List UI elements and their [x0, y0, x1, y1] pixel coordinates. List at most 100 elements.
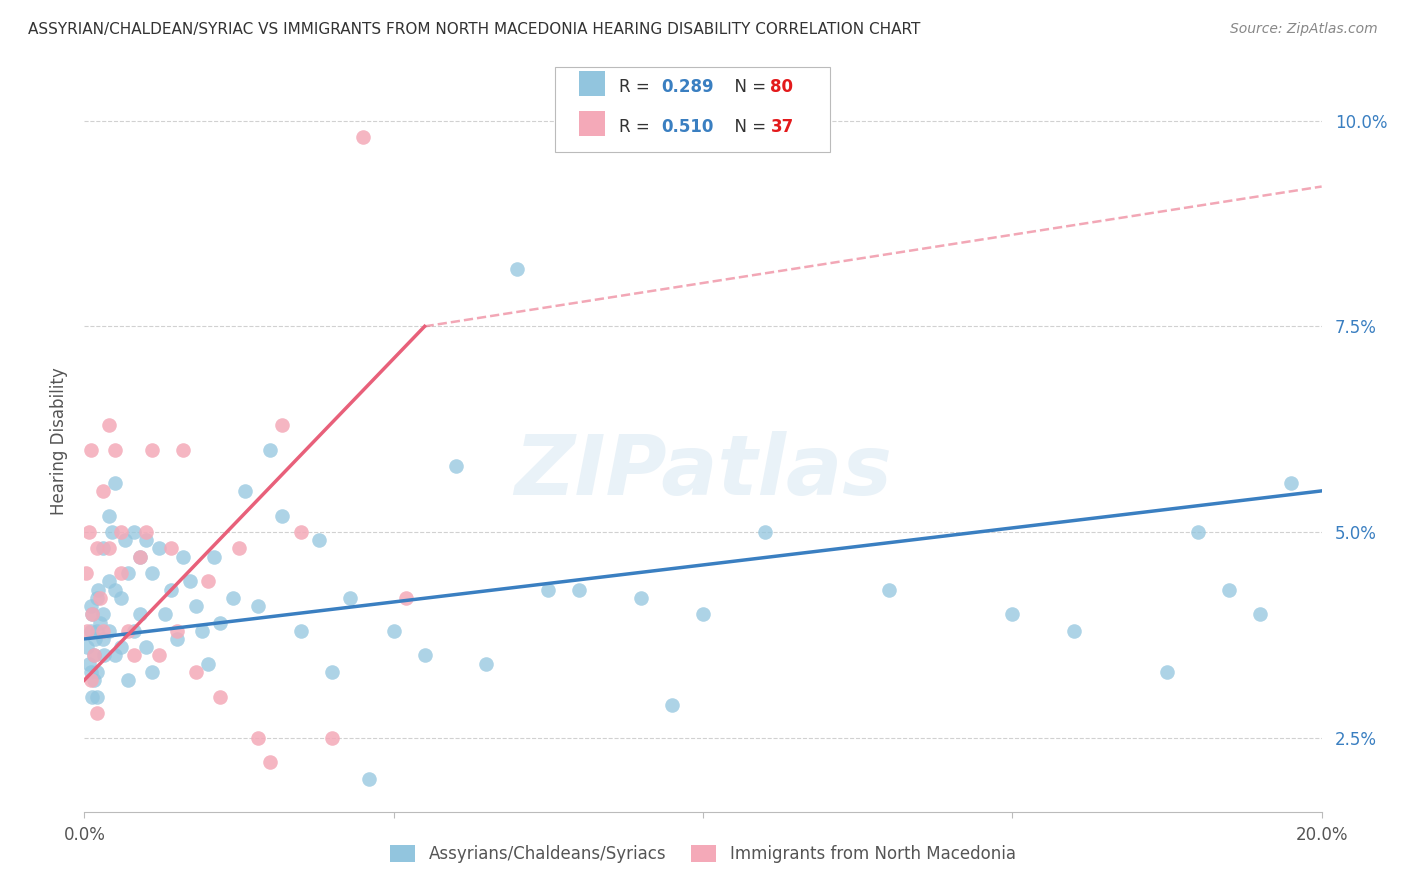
Point	[110, 524, 132, 539]
Point	[83, 648, 105, 663]
Point	[568, 582, 591, 597]
Point	[321, 731, 343, 745]
Point	[129, 549, 152, 564]
Point	[271, 418, 294, 433]
Point	[1279, 475, 1302, 490]
Point	[110, 591, 132, 605]
Point	[209, 690, 232, 704]
Text: 80: 80	[770, 78, 793, 95]
Point	[86, 706, 108, 720]
Point	[122, 524, 145, 539]
Point	[395, 591, 418, 605]
Point	[222, 591, 245, 605]
Point	[79, 665, 101, 679]
Point	[209, 615, 232, 630]
Text: 0.510: 0.510	[661, 118, 713, 136]
Point	[148, 648, 170, 663]
Point	[197, 657, 219, 671]
Point	[141, 665, 163, 679]
Point	[114, 533, 136, 548]
Point	[79, 599, 101, 613]
Point	[246, 599, 269, 613]
Point	[1249, 607, 1271, 622]
Point	[117, 624, 139, 638]
Text: N =: N =	[724, 78, 772, 95]
Point	[179, 574, 201, 589]
Point	[1218, 582, 1240, 597]
Point	[117, 673, 139, 687]
Point	[191, 624, 214, 638]
Point	[197, 574, 219, 589]
Point	[308, 533, 330, 548]
Point	[259, 756, 281, 770]
Point	[86, 591, 108, 605]
Point	[290, 624, 312, 638]
Point	[1063, 624, 1085, 638]
Point	[98, 418, 121, 433]
Point	[754, 524, 776, 539]
Point	[110, 640, 132, 655]
Point	[86, 541, 108, 556]
Point	[122, 624, 145, 638]
Point	[135, 524, 157, 539]
Point	[692, 607, 714, 622]
Point	[877, 582, 900, 597]
Point	[104, 648, 127, 663]
Point	[129, 607, 152, 622]
Point	[117, 566, 139, 581]
Point	[98, 574, 121, 589]
Text: 37: 37	[770, 118, 794, 136]
Point	[98, 624, 121, 638]
Point	[91, 541, 114, 556]
Text: R =: R =	[619, 118, 655, 136]
Point	[91, 632, 114, 646]
Point	[86, 624, 108, 638]
Point	[1187, 524, 1209, 539]
Point	[184, 665, 207, 679]
Point	[91, 483, 114, 498]
Point	[382, 624, 405, 638]
Point	[661, 698, 683, 712]
Point	[86, 665, 108, 679]
Text: Source: ZipAtlas.com: Source: ZipAtlas.com	[1230, 22, 1378, 37]
Point	[352, 130, 374, 145]
Point	[104, 442, 127, 457]
Point	[321, 665, 343, 679]
Legend: Assyrians/Chaldeans/Syriacs, Immigrants from North Macedonia: Assyrians/Chaldeans/Syriacs, Immigrants …	[384, 838, 1022, 870]
Point	[98, 508, 121, 523]
Point	[87, 582, 110, 597]
Point	[110, 566, 132, 581]
Point	[104, 582, 127, 597]
Point	[160, 582, 183, 597]
Point	[84, 632, 107, 646]
Point	[135, 533, 157, 548]
Point	[79, 524, 101, 539]
Point	[82, 607, 104, 622]
Point	[339, 591, 361, 605]
Point	[233, 483, 256, 498]
Point	[80, 690, 103, 704]
Text: ASSYRIAN/CHALDEAN/SYRIAC VS IMMIGRANTS FROM NORTH MACEDONIA HEARING DISABILITY C: ASSYRIAN/CHALDEAN/SYRIAC VS IMMIGRANTS F…	[28, 22, 921, 37]
Point	[76, 624, 98, 638]
Point	[228, 541, 250, 556]
Point	[444, 459, 467, 474]
Point	[79, 657, 101, 671]
Point	[475, 657, 498, 671]
Point	[79, 673, 101, 687]
Text: 0.289: 0.289	[661, 78, 713, 95]
Point	[93, 648, 115, 663]
Point	[91, 624, 114, 638]
Point	[83, 648, 105, 663]
Text: ZIPatlas: ZIPatlas	[515, 431, 891, 512]
Point	[160, 541, 183, 556]
Y-axis label: Hearing Disability: Hearing Disability	[49, 368, 67, 516]
Point	[290, 524, 312, 539]
Point	[630, 591, 652, 605]
Point	[202, 549, 225, 564]
Point	[135, 640, 157, 655]
Point	[83, 673, 105, 687]
Point	[413, 648, 436, 663]
Point	[271, 508, 294, 523]
Point	[259, 442, 281, 457]
Point	[76, 640, 98, 655]
